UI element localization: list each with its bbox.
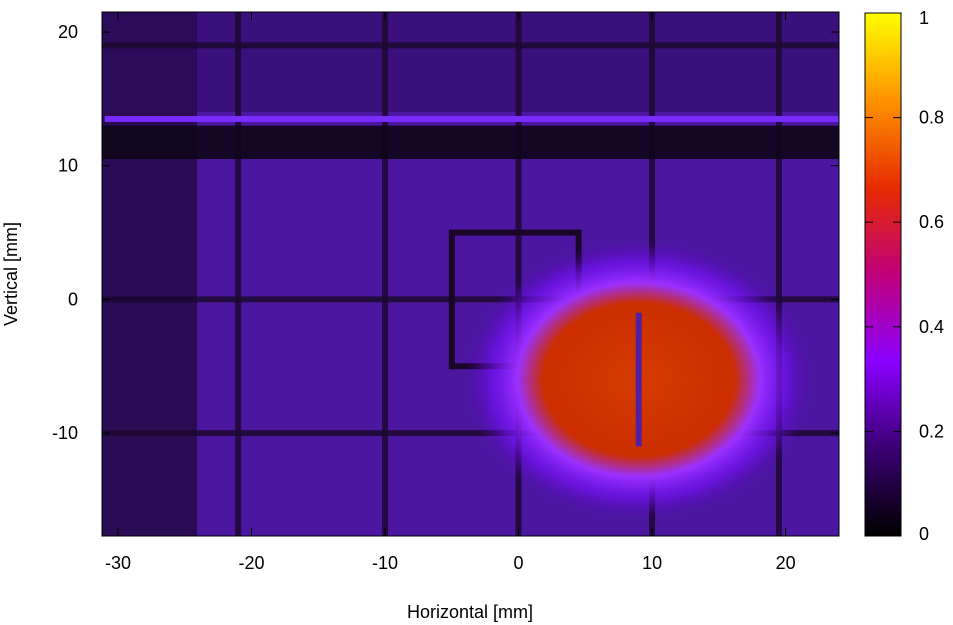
y-tick-label: 20 xyxy=(58,22,78,42)
x-tick-label: -10 xyxy=(372,553,398,573)
colorbar-tick-label: 0 xyxy=(919,524,929,544)
colorbar-tick-label: 0.8 xyxy=(919,108,944,128)
hot-spot-gap xyxy=(635,312,642,447)
dark-band xyxy=(102,125,839,160)
x-axis-label: Horizontal [mm] xyxy=(407,602,533,622)
plot-area xyxy=(102,12,839,536)
x-tick-label: 0 xyxy=(514,553,524,573)
plot-frame xyxy=(101,11,840,537)
colorbar-tick-label: 0.4 xyxy=(919,317,944,337)
colorbar-tick-label: 0.6 xyxy=(919,212,944,232)
bright-stripe xyxy=(104,115,839,122)
y-axis: -10 0 10 20 xyxy=(52,22,839,443)
colorbar-tick-label: 0.2 xyxy=(919,421,944,441)
colorbar-tick-label: 1 xyxy=(919,8,929,28)
y-tick-label: 10 xyxy=(58,156,78,176)
y-axis-label: Vertical [mm] xyxy=(1,222,21,326)
colorbar-axis: 0 0.2 0.4 0.6 0.8 1 xyxy=(865,8,944,544)
top-region xyxy=(102,12,839,112)
x-axis: -30 -20 -10 0 10 20 xyxy=(105,12,796,573)
y-tick-label: 0 xyxy=(68,289,78,309)
x-tick-label: -20 xyxy=(239,553,265,573)
x-tick-label: 20 xyxy=(776,553,796,573)
y-tick-label: -10 xyxy=(52,423,78,443)
x-tick-label: 10 xyxy=(642,553,662,573)
x-tick-label: -30 xyxy=(105,553,131,573)
colorbar xyxy=(864,12,902,537)
